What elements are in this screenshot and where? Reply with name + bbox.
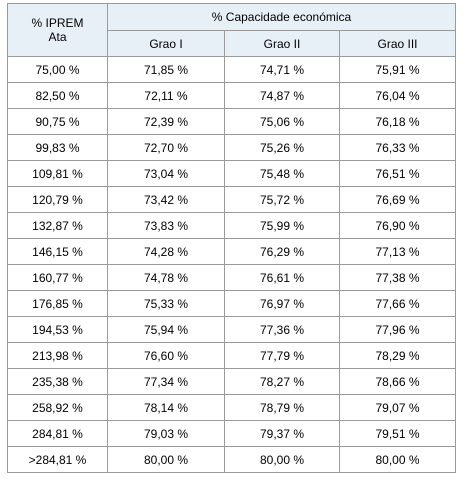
table-row: 258,92 % 78,14 % 78,79 % 79,07 % xyxy=(7,394,456,421)
grade-2-cell: 74,87 % xyxy=(224,82,340,109)
grade-1-cell: 77,34 % xyxy=(107,368,225,395)
grade-2-cell: 78,27 % xyxy=(224,368,340,395)
grade-3-cell: 79,07 % xyxy=(339,394,456,421)
grade-header-1: Grao I xyxy=(107,30,225,57)
iprem-cell: 132,87 % xyxy=(7,212,108,239)
iprem-cell: 82,50 % xyxy=(7,82,108,109)
table-row: 109,81 % 73,04 % 75,48 % 76,51 % xyxy=(7,160,456,187)
iprem-cell: 213,98 % xyxy=(7,342,108,369)
iprem-cell: 75,00 % xyxy=(7,56,108,83)
grade-2-cell: 77,36 % xyxy=(224,316,340,343)
table-row: 160,77 % 74,78 % 76,61 % 77,38 % xyxy=(7,264,456,291)
iprem-cell: 109,81 % xyxy=(7,160,108,187)
grade-1-cell: 71,85 % xyxy=(107,56,225,83)
capacity-table: % IPREM Ata % Capacidade económica Grao … xyxy=(7,3,456,473)
grade-3-cell: 76,18 % xyxy=(339,108,456,135)
table-row: 194,53 % 75,94 % 77,36 % 77,96 % xyxy=(7,316,456,343)
iprem-cell: 284,81 % xyxy=(7,420,108,447)
iprem-cell: 146,15 % xyxy=(7,238,108,265)
grade-2-cell: 77,79 % xyxy=(224,342,340,369)
grade-1-cell: 72,39 % xyxy=(107,108,225,135)
grade-1-cell: 72,11 % xyxy=(107,82,225,109)
iprem-cell: 194,53 % xyxy=(7,316,108,343)
table-row: 120,79 % 73,42 % 75,72 % 76,69 % xyxy=(7,186,456,213)
grade-1-cell: 73,83 % xyxy=(107,212,225,239)
grade-3-cell: 76,33 % xyxy=(339,134,456,161)
iprem-cell: 176,85 % xyxy=(7,290,108,317)
grade-2-cell: 80,00 % xyxy=(224,446,340,473)
grade-3-cell: 77,66 % xyxy=(339,290,456,317)
grade-2-cell: 75,26 % xyxy=(224,134,340,161)
grade-2-cell: 76,29 % xyxy=(224,238,340,265)
table-row: 213,98 % 76,60 % 77,79 % 78,29 % xyxy=(7,342,456,369)
grade-2-cell: 74,71 % xyxy=(224,56,340,83)
grade-1-cell: 76,60 % xyxy=(107,342,225,369)
grade-2-cell: 75,06 % xyxy=(224,108,340,135)
grade-1-cell: 74,28 % xyxy=(107,238,225,265)
iprem-cell: 90,75 % xyxy=(7,108,108,135)
grade-2-cell: 76,61 % xyxy=(224,264,340,291)
table-row: 132,87 % 73,83 % 75,99 % 76,90 % xyxy=(7,212,456,239)
grade-2-cell: 75,72 % xyxy=(224,186,340,213)
grade-1-cell: 80,00 % xyxy=(107,446,225,473)
grade-3-cell: 77,13 % xyxy=(339,238,456,265)
grade-3-cell: 79,51 % xyxy=(339,420,456,447)
grade-header-3: Grao III xyxy=(339,30,456,57)
grade-3-cell: 80,00 % xyxy=(339,446,456,473)
table-body: 75,00 % 71,85 % 74,71 % 75,91 % 82,50 % 72,11… xyxy=(7,56,456,473)
grade-2-cell: 79,37 % xyxy=(224,420,340,447)
grade-2-cell: 75,99 % xyxy=(224,212,340,239)
table-row: 82,50 % 72,11 % 74,87 % 76,04 % xyxy=(7,82,456,109)
grade-3-cell: 76,04 % xyxy=(339,82,456,109)
table-row: 176,85 % 75,33 % 76,97 % 77,66 % xyxy=(7,290,456,317)
iprem-cell: 258,92 % xyxy=(7,394,108,421)
grade-3-cell: 78,66 % xyxy=(339,368,456,395)
grade-header-2: Grao II xyxy=(224,30,340,57)
table-row: 235,38 % 77,34 % 78,27 % 78,66 % xyxy=(7,368,456,395)
iprem-cell: 160,77 % xyxy=(7,264,108,291)
grade-1-cell: 73,42 % xyxy=(107,186,225,213)
grade-3-cell: 76,69 % xyxy=(339,186,456,213)
grade-1-cell: 72,70 % xyxy=(107,134,225,161)
grade-2-cell: 75,48 % xyxy=(224,160,340,187)
table-row: >284,81 % 80,00 % 80,00 % 80,00 % xyxy=(7,446,456,473)
grade-3-cell: 76,90 % xyxy=(339,212,456,239)
grade-1-cell: 75,33 % xyxy=(107,290,225,317)
capacity-group-header: % Capacidade económica xyxy=(107,3,456,31)
grade-1-cell: 78,14 % xyxy=(107,394,225,421)
iprem-cell: 235,38 % xyxy=(7,368,108,395)
table-row: 75,00 % 71,85 % 74,71 % 75,91 % xyxy=(7,56,456,83)
iprem-header-line2: Ata xyxy=(48,30,67,44)
iprem-cell: 99,83 % xyxy=(7,134,108,161)
grade-3-cell: 77,96 % xyxy=(339,316,456,343)
grade-3-cell: 78,29 % xyxy=(339,342,456,369)
grade-3-cell: 75,91 % xyxy=(339,56,456,83)
grade-2-cell: 76,97 % xyxy=(224,290,340,317)
iprem-column-header: % IPREM Ata xyxy=(7,3,108,57)
grade-3-cell: 77,38 % xyxy=(339,264,456,291)
grade-1-cell: 74,78 % xyxy=(107,264,225,291)
table-container: % IPREM Ata % Capacidade económica Grao … xyxy=(7,3,456,473)
grade-2-cell: 78,79 % xyxy=(224,394,340,421)
iprem-cell: >284,81 % xyxy=(7,446,108,473)
iprem-cell: 120,79 % xyxy=(7,186,108,213)
table-row: 284,81 % 79,03 % 79,37 % 79,51 % xyxy=(7,420,456,447)
grade-1-cell: 75,94 % xyxy=(107,316,225,343)
iprem-header-line1: % IPREM xyxy=(31,16,84,30)
grade-1-cell: 73,04 % xyxy=(107,160,225,187)
table-row: 90,75 % 72,39 % 75,06 % 76,18 % xyxy=(7,108,456,135)
table-header: % IPREM Ata % Capacidade económica Grao … xyxy=(7,3,456,57)
table-row: 146,15 % 74,28 % 76,29 % 77,13 % xyxy=(7,238,456,265)
grade-1-cell: 79,03 % xyxy=(107,420,225,447)
table-row: 99,83 % 72,70 % 75,26 % 76,33 % xyxy=(7,134,456,161)
grade-3-cell: 76,51 % xyxy=(339,160,456,187)
